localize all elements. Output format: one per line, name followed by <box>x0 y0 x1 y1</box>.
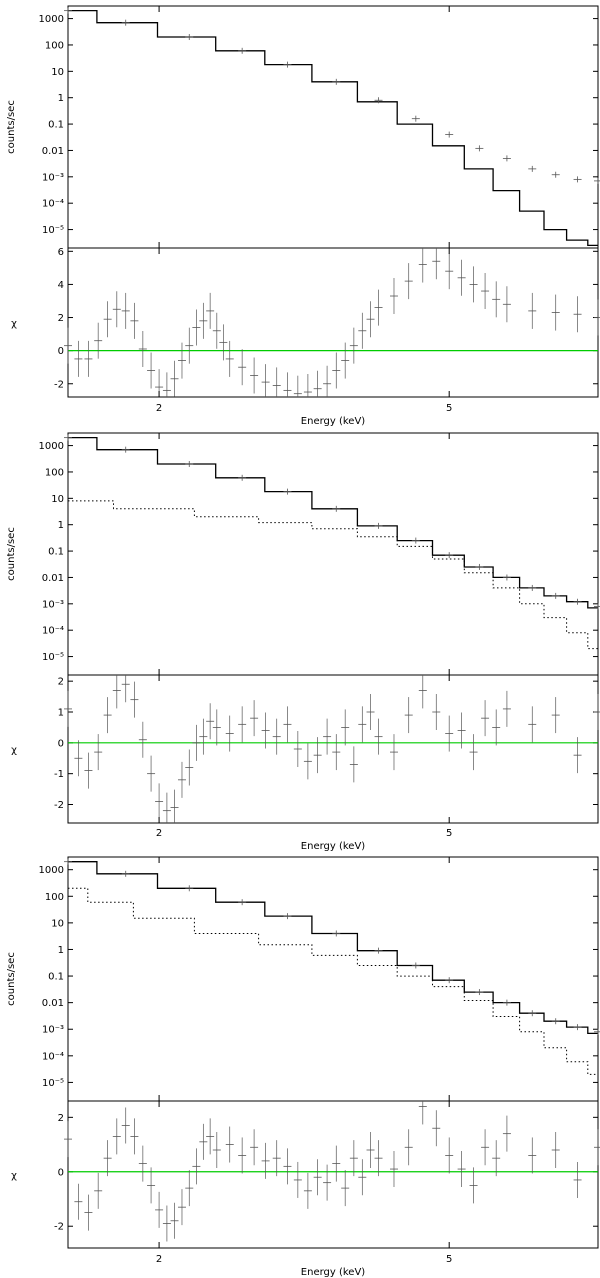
y-tick-label: 10⁻³ <box>42 599 64 610</box>
y-tick-label: 2 <box>58 1113 64 1124</box>
y-tick-label: 10⁻³ <box>42 1025 64 1036</box>
spectrum-plot-frame <box>67 432 599 676</box>
y-tick-label: 0.01 <box>42 998 64 1009</box>
residual-axis-title: χ <box>11 1171 17 1182</box>
x-axis-title: Energy (keV) <box>301 1267 366 1278</box>
y-tick-label: 0.1 <box>48 547 64 558</box>
y-tick-label: 0 <box>58 738 64 749</box>
chart-panel-3: 1000 100 10 1 0.1 0.01 10⁻³ 10⁻⁴ 10⁻⁵ counts/sec 2… <box>6 856 600 1278</box>
y-tick-label: 0 <box>58 346 64 357</box>
x-axis-title: Energy (keV) <box>301 841 366 852</box>
chart-panel-1: 1000 100 10 1 0.1 0.01 10⁻³ 10⁻⁴ 10⁻⁵ counts/sec 6… <box>6 5 600 427</box>
y-tick-label: 10⁻⁴ <box>42 1051 64 1062</box>
y-tick-label: 100 <box>45 467 64 478</box>
y-tick-label: 1 <box>58 945 64 956</box>
y-tick-label: 10⁻⁵ <box>42 652 64 663</box>
y-tick-label: 2 <box>58 313 64 324</box>
residual-plot-frame <box>67 1100 599 1249</box>
x-tick-label: 5 <box>446 403 452 414</box>
x-tick-label: 2 <box>156 1254 162 1265</box>
y-tick-label: 10 <box>51 918 64 929</box>
x-tick-label: 2 <box>156 403 162 414</box>
y-tick-label: 100 <box>45 892 64 903</box>
y-tick-label: 0.01 <box>42 146 64 157</box>
chart-panel-2: 10001001010.10.0110⁻³10⁻⁴10⁻⁵counts/sec2… <box>6 432 600 852</box>
y-tick-label: 2 <box>58 677 64 688</box>
y-axis-title: counts/sec <box>6 952 17 1006</box>
y-tick-label: -2 <box>54 379 64 390</box>
y-tick-label: -2 <box>54 800 64 811</box>
y-tick-label: 1000 <box>39 865 64 876</box>
y-tick-label: 10⁻³ <box>42 172 64 183</box>
y-tick-label: 1 <box>58 520 64 531</box>
residual-axis-title: χ <box>11 745 17 756</box>
y-tick-label: 0.1 <box>48 972 64 983</box>
y-axis-title: counts/sec <box>6 527 17 581</box>
spectrum-plot-frame <box>67 856 599 1102</box>
model-component-curve <box>68 500 598 650</box>
y-tick-label: 1000 <box>39 14 64 25</box>
model-curve <box>68 9 598 247</box>
x-axis-title: Energy (keV) <box>301 416 366 427</box>
model-curve <box>68 436 598 609</box>
y-tick-label: 10⁻⁵ <box>42 1078 64 1089</box>
y-tick-label: 10⁻⁵ <box>42 225 64 236</box>
y-tick-label: 10⁻⁴ <box>42 199 64 210</box>
y-tick-label: 100 <box>45 40 64 51</box>
y-tick-label: 1 <box>58 708 64 719</box>
y-tick-label: 10 <box>51 494 64 505</box>
spectrum-plot-frame <box>67 5 599 249</box>
model-component-curve <box>68 887 598 1075</box>
residual-axis-title: χ <box>11 319 17 330</box>
x-tick-label: 5 <box>446 1254 452 1265</box>
y-axis-title: counts/sec <box>6 100 17 154</box>
residual-plot-frame <box>67 674 599 824</box>
y-tick-label: 0.1 <box>48 120 64 131</box>
y-tick-label: 0 <box>58 1167 64 1178</box>
y-tick-label: 10⁻⁴ <box>42 626 64 637</box>
y-tick-label: 10 <box>51 67 64 78</box>
y-tick-label: -1 <box>54 769 64 780</box>
y-tick-label: 6 <box>58 247 64 258</box>
y-tick-label: -2 <box>54 1222 64 1233</box>
y-tick-label: 1 <box>58 93 64 104</box>
residual-plot-frame <box>67 247 599 398</box>
x-tick-label: 2 <box>156 828 162 839</box>
y-tick-label: 1000 <box>39 441 64 452</box>
y-tick-label: 4 <box>58 280 64 291</box>
x-tick-label: 5 <box>446 828 452 839</box>
y-tick-label: 0.01 <box>42 573 64 584</box>
model-curve <box>68 861 598 1035</box>
